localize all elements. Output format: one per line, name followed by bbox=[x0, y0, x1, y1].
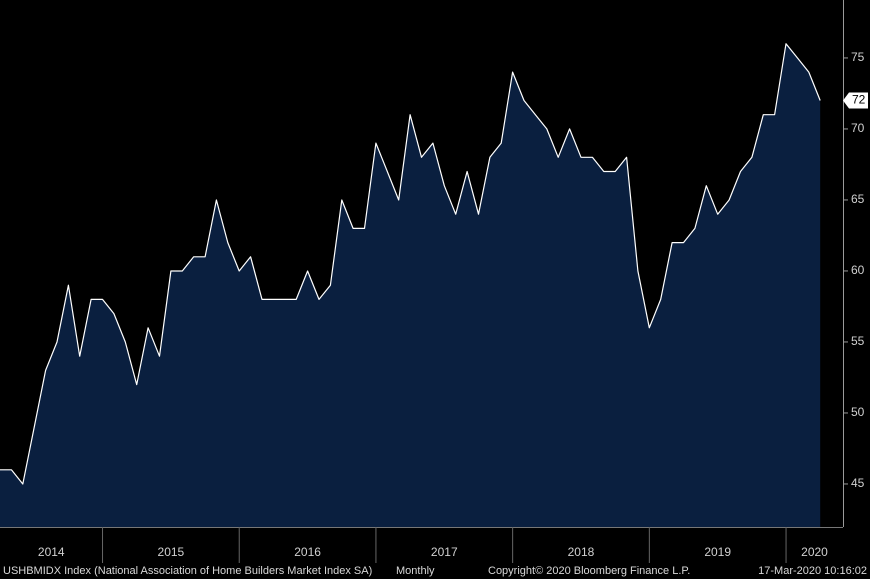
area-line bbox=[0, 43, 821, 485]
y-tick-label: 45 bbox=[851, 476, 865, 490]
x-tick-label: 2017 bbox=[431, 545, 458, 559]
last-value-box bbox=[843, 92, 868, 109]
last-value-label: 72 bbox=[852, 93, 866, 107]
x-tick-label: 2019 bbox=[704, 545, 731, 559]
timestamp: 17-Mar-2020 10:16:02 bbox=[758, 565, 867, 577]
y-tick-label: 60 bbox=[851, 263, 865, 277]
x-tick-label: 2018 bbox=[568, 545, 595, 559]
x-tick-label: 2015 bbox=[158, 545, 185, 559]
y-tick-label: 75 bbox=[851, 50, 865, 64]
y-tick-label: 70 bbox=[851, 121, 865, 135]
copyright: Copyright© 2020 Bloomberg Finance L.P. bbox=[488, 565, 690, 577]
y-tick-label: 55 bbox=[851, 334, 865, 348]
y-tick-label: 65 bbox=[851, 192, 865, 206]
x-tick-label: 2016 bbox=[294, 545, 321, 559]
x-tick-label: 2014 bbox=[38, 545, 65, 559]
x-tick-label: 2020 bbox=[801, 545, 828, 559]
area-fill bbox=[0, 43, 821, 527]
frequency: Monthly bbox=[396, 565, 435, 577]
series-name: USHBMIDX Index (National Association of … bbox=[3, 565, 372, 577]
y-tick-label: 50 bbox=[851, 405, 865, 419]
